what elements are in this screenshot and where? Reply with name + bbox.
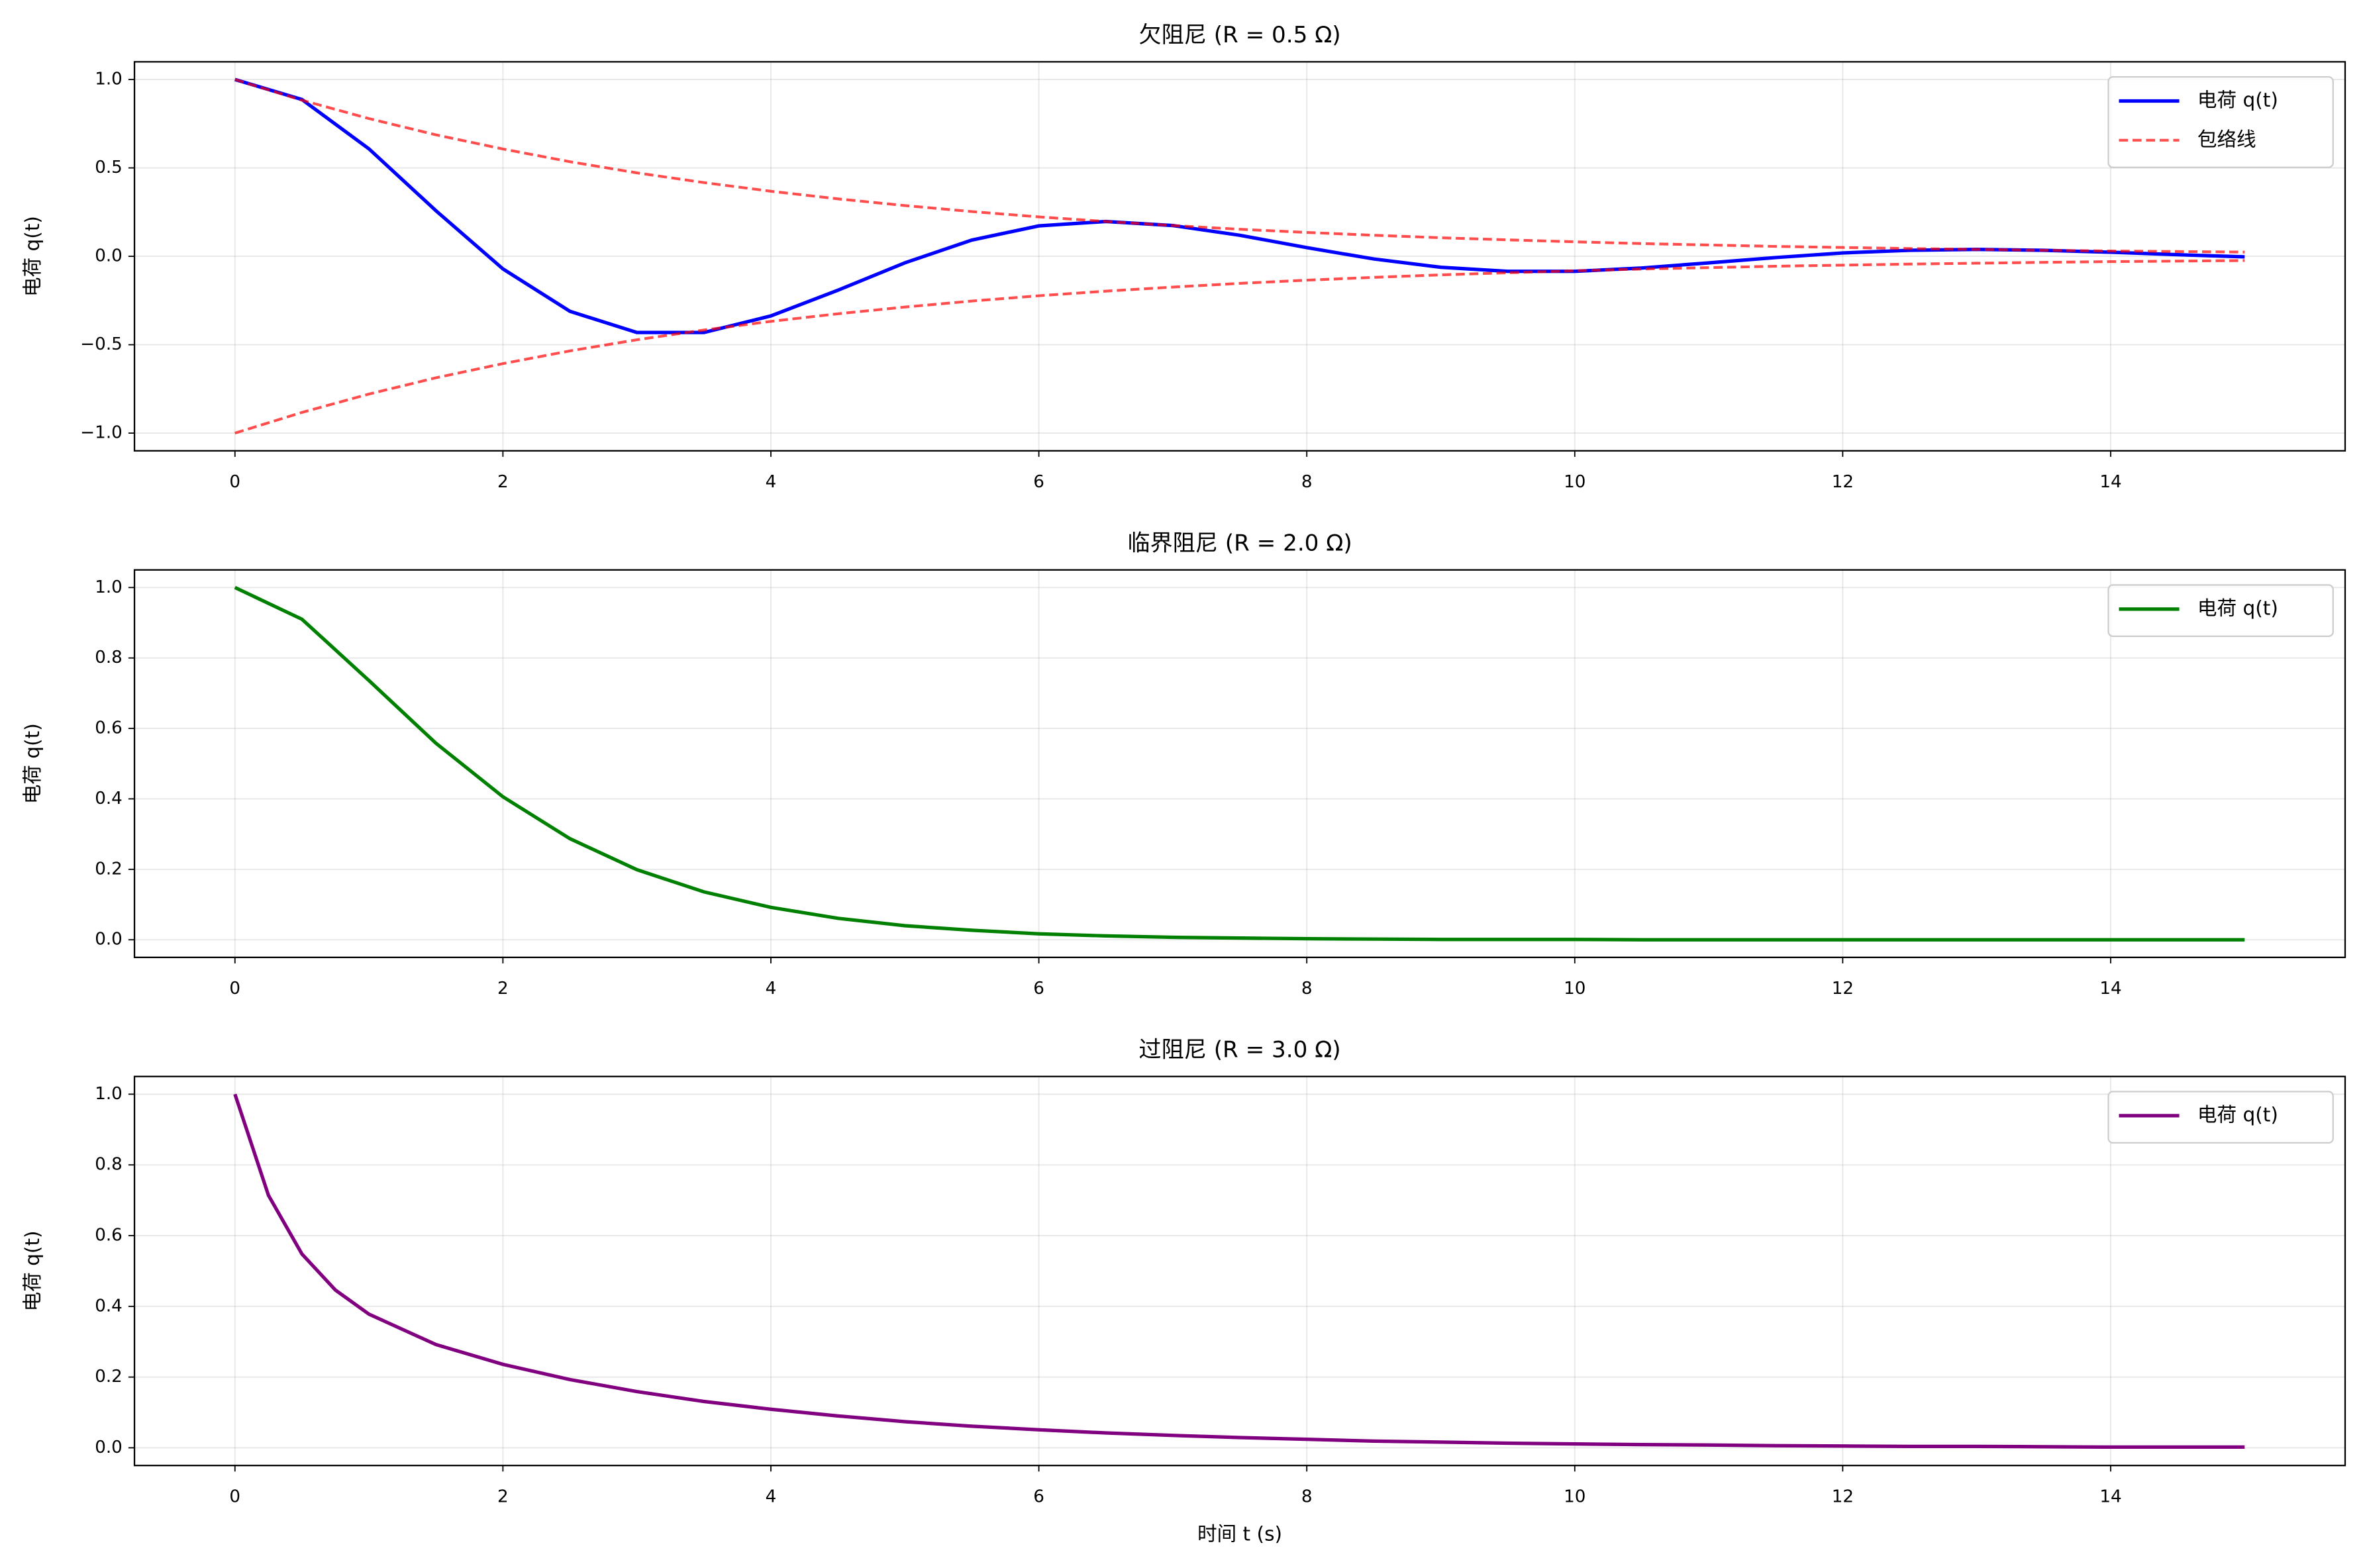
chart-title: 临界阻尼 (R = 2.0 Ω) — [1127, 530, 1352, 556]
x-tick-label: 6 — [1033, 979, 1044, 999]
line-series — [234, 77, 2245, 334]
y-tick-label: 1.0 — [95, 70, 123, 89]
line-series — [234, 259, 2245, 435]
legend-label: 包络线 — [2197, 128, 2256, 150]
y-tick-label: 0.0 — [95, 246, 123, 266]
x-tick-label: 14 — [2099, 1487, 2121, 1506]
x-tick-label: 0 — [229, 979, 240, 999]
x-tick-label: 12 — [1832, 472, 1854, 492]
legend-box — [2107, 1091, 2334, 1144]
legend-label: 电荷 q(t) — [2197, 597, 2278, 619]
chart-title: 欠阻尼 (R = 0.5 Ω) — [1138, 22, 1340, 48]
x-tick-label: 8 — [1301, 472, 1313, 492]
x-tick-label: 8 — [1301, 1487, 1313, 1506]
x-axis-label: 时间 t (s) — [1197, 1522, 1282, 1545]
y-tick-label: 0.2 — [95, 1367, 123, 1387]
y-tick-label: 0.8 — [95, 1155, 123, 1175]
y-axis-label: 电荷 q(t) — [21, 723, 44, 804]
x-tick-label: 10 — [1564, 1487, 1585, 1506]
y-tick-label: 1.0 — [95, 577, 123, 597]
legend-label: 电荷 q(t) — [2197, 89, 2278, 111]
axes-frame — [133, 1075, 2346, 1467]
y-axis-label: 电荷 q(t) — [21, 216, 44, 297]
y-tick-label: −1.0 — [80, 423, 123, 443]
y-tick-label: 0.5 — [95, 158, 123, 177]
x-tick-label: 4 — [766, 472, 777, 492]
x-tick-label: 0 — [229, 1487, 240, 1506]
line-series — [234, 78, 2245, 254]
x-tick-label: 0 — [229, 472, 240, 492]
y-tick-label: 0.8 — [95, 648, 123, 667]
y-tick-label: 0.4 — [95, 789, 123, 808]
y-tick-label: 1.0 — [95, 1084, 123, 1104]
y-tick-label: −0.5 — [80, 334, 123, 354]
y-tick-label: 0.6 — [95, 1226, 123, 1246]
x-tick-label: 2 — [497, 1487, 509, 1506]
y-axis-label: 电荷 q(t) — [21, 1230, 44, 1311]
x-tick-label: 2 — [497, 979, 509, 999]
x-tick-label: 12 — [1832, 979, 1854, 999]
x-tick-label: 8 — [1301, 979, 1313, 999]
y-tick-label: 0.6 — [95, 718, 123, 738]
x-tick-label: 10 — [1564, 979, 1585, 999]
legend-label: 电荷 q(t) — [2197, 1103, 2278, 1126]
axes-frame — [133, 569, 2346, 958]
x-tick-label: 14 — [2099, 979, 2121, 999]
x-tick-label: 10 — [1564, 472, 1585, 492]
x-tick-label: 12 — [1832, 1487, 1854, 1506]
line-series — [234, 585, 2245, 942]
axes-frame — [133, 61, 2346, 452]
y-tick-label: 0.0 — [95, 930, 123, 950]
y-tick-label: 0.2 — [95, 859, 123, 879]
chart-title: 过阻尼 (R = 3.0 Ω) — [1138, 1037, 1340, 1063]
x-tick-label: 14 — [2099, 472, 2121, 492]
legend-box — [2107, 584, 2334, 637]
x-tick-label: 4 — [766, 1487, 777, 1506]
line-series — [233, 1093, 2245, 1449]
x-tick-label: 6 — [1033, 472, 1044, 492]
x-tick-label: 6 — [1033, 1487, 1044, 1506]
x-tick-label: 2 — [497, 472, 509, 492]
y-tick-label: 0.0 — [95, 1438, 123, 1457]
y-tick-label: 0.4 — [95, 1296, 123, 1316]
x-tick-label: 4 — [766, 979, 777, 999]
